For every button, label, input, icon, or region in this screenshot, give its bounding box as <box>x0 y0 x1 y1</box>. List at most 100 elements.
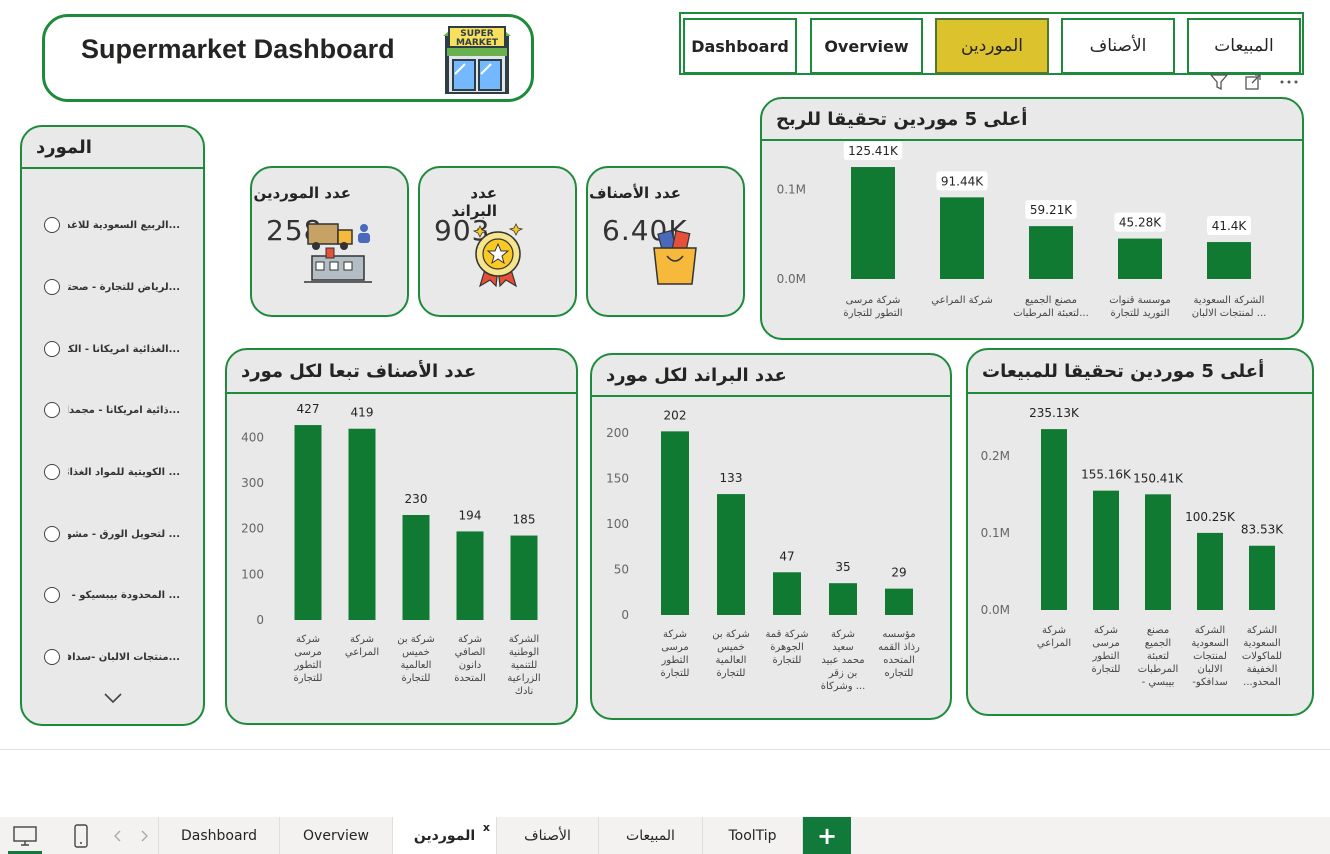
x-category-label: رذاذ القمه <box>878 642 920 653</box>
nav-button-overview[interactable]: Overview <box>810 18 923 74</box>
x-category-label: الوطنية <box>509 647 539 658</box>
y-tick-label: 0.1M <box>777 183 806 197</box>
radio-button[interactable] <box>44 587 60 603</box>
slicer-option[interactable]: ...الربيع السعودية للاغذية <box>44 215 194 235</box>
bar[interactable] <box>661 431 689 615</box>
kpi-card-brands: عدد البراند 903 <box>418 166 577 317</box>
bar[interactable] <box>717 494 745 615</box>
data-label: 83.53K <box>1241 523 1284 537</box>
x-category-label: المتحدة <box>454 673 486 684</box>
data-label: 91.44K <box>941 174 984 188</box>
slicer-header: المورد <box>22 127 203 169</box>
x-category-label: لمنتجات الالبان ... <box>1192 308 1267 319</box>
bar[interactable] <box>1197 532 1223 610</box>
y-tick-label: 100 <box>241 567 264 581</box>
y-tick-label: 300 <box>241 476 264 490</box>
slicer-option[interactable]: ... الكويتية للمواد الغذائية <box>44 462 194 482</box>
chart-card-items-per-supplier: عدد الأصناف تبعا لكل مورد 0 100 200 300 400 4… <box>225 348 578 725</box>
bar[interactable] <box>773 572 801 615</box>
x-category-label: دانون <box>459 660 482 671</box>
filter-icon[interactable] <box>1210 73 1228 91</box>
x-category-label: شركة <box>350 634 374 645</box>
page-tab-tooltip[interactable]: ToolTip <box>703 817 803 854</box>
slicer-option[interactable]: ... لتحويل الورق - مشوار <box>44 524 194 544</box>
x-category-label: التطور <box>660 655 688 666</box>
bar[interactable] <box>456 531 484 620</box>
kpi-label: عدد الموردين <box>253 184 351 202</box>
x-category-label: خميس <box>402 647 430 658</box>
y-tick-label: 0 <box>256 613 264 627</box>
page-tab-items[interactable]: الأصناف <box>497 817 599 854</box>
focus-mode-icon[interactable] <box>1244 73 1262 91</box>
chevron-left-icon[interactable] <box>112 829 124 843</box>
x-category-label: الخفيفة <box>1247 664 1278 675</box>
bar[interactable] <box>1118 238 1162 279</box>
slicer-option[interactable]: ... المحدودة بيبسيكو - ليز <box>44 585 194 605</box>
bar[interactable] <box>1029 226 1073 279</box>
slicer-option[interactable]: ...ذائية امريكانا - مجمدات <box>44 400 194 420</box>
x-category-label: شركة <box>831 629 855 640</box>
data-label: 35 <box>835 560 850 574</box>
radio-button[interactable] <box>44 649 60 665</box>
bar[interactable] <box>851 167 895 279</box>
bar[interactable] <box>1207 242 1251 279</box>
x-category-label: ...المحدو <box>1243 677 1281 688</box>
bar[interactable] <box>510 535 538 620</box>
more-options-icon[interactable] <box>1278 73 1300 91</box>
page-tab-dashboard[interactable]: Dashboard <box>158 817 280 854</box>
data-label-background <box>1207 216 1251 236</box>
x-category-label: الشركة <box>509 634 539 645</box>
chart-top-profit: 0.0M 0.1M 125.41K شركة مرسى التطور للتجارة 91… <box>777 141 1267 319</box>
nav-button-items[interactable]: الأصناف <box>1061 18 1175 74</box>
nav-button-suppliers[interactable]: الموردين <box>935 18 1049 74</box>
page-tab-overview[interactable]: Overview <box>280 817 393 854</box>
radio-button[interactable] <box>44 279 60 295</box>
radio-button[interactable] <box>44 402 60 418</box>
page-tab-sales[interactable]: المبيعات <box>599 817 703 854</box>
chart-card-top-profit: أعلى 5 موردين تحقيقا للربح 0.0M 0.1M 125.4… <box>760 97 1304 340</box>
x-category-label: خميس <box>717 642 745 653</box>
radio-button[interactable] <box>44 464 60 480</box>
bar[interactable] <box>1249 545 1275 610</box>
bar[interactable] <box>294 425 322 620</box>
x-category-label: شركة بن <box>712 629 750 640</box>
slicer-option[interactable]: ...منتجات الالبان -سدافكو <box>44 647 194 667</box>
x-category-label: بن زقر <box>828 668 858 679</box>
chart-title: أعلى 5 موردين تحقيقا للربح <box>776 108 1028 130</box>
data-label: 202 <box>664 408 687 422</box>
x-category-label: المراعي <box>345 647 379 658</box>
x-category-label: لمنتجات <box>1193 651 1227 662</box>
bar[interactable] <box>1041 429 1067 610</box>
supplier-truck-icon <box>304 223 372 283</box>
x-category-label: للتجارة <box>294 673 323 684</box>
x-category-label: للتنمية <box>511 660 538 671</box>
radio-button[interactable] <box>44 217 60 233</box>
bar[interactable] <box>348 428 376 620</box>
chevron-right-icon[interactable] <box>138 829 150 843</box>
bar[interactable] <box>402 515 430 620</box>
data-label: 155.16K <box>1081 468 1132 482</box>
bar[interactable] <box>940 197 984 279</box>
bar[interactable] <box>885 588 913 615</box>
desktop-view-icon[interactable] <box>12 825 38 847</box>
x-category-label: الجميع <box>1145 638 1171 649</box>
bar[interactable] <box>1145 494 1171 610</box>
slicer-title: المورد <box>36 136 92 158</box>
data-label-background <box>843 141 903 161</box>
bar[interactable] <box>829 583 857 615</box>
x-category-label: العالمية <box>716 655 747 666</box>
page-tab-suppliers[interactable]: الموردين x <box>393 817 497 854</box>
radio-button[interactable] <box>44 341 60 357</box>
close-tab-icon[interactable]: x <box>482 821 490 834</box>
x-category-label: الزراعية <box>507 673 540 684</box>
slicer-option[interactable]: ...لرياض للتجارة - صحتك <box>44 277 194 297</box>
mobile-view-icon[interactable] <box>72 823 90 849</box>
chevron-down-icon[interactable] <box>103 691 123 705</box>
nav-button-dashboard[interactable]: Dashboard <box>683 18 797 74</box>
add-page-button[interactable]: + <box>803 817 851 854</box>
nav-button-sales[interactable]: المبيعات <box>1187 18 1301 74</box>
bar[interactable] <box>1093 490 1119 610</box>
y-tick-label: 200 <box>606 426 629 440</box>
radio-button[interactable] <box>44 526 60 542</box>
slicer-option[interactable]: ...الغذائية امريكانا - الكيك <box>44 339 194 359</box>
